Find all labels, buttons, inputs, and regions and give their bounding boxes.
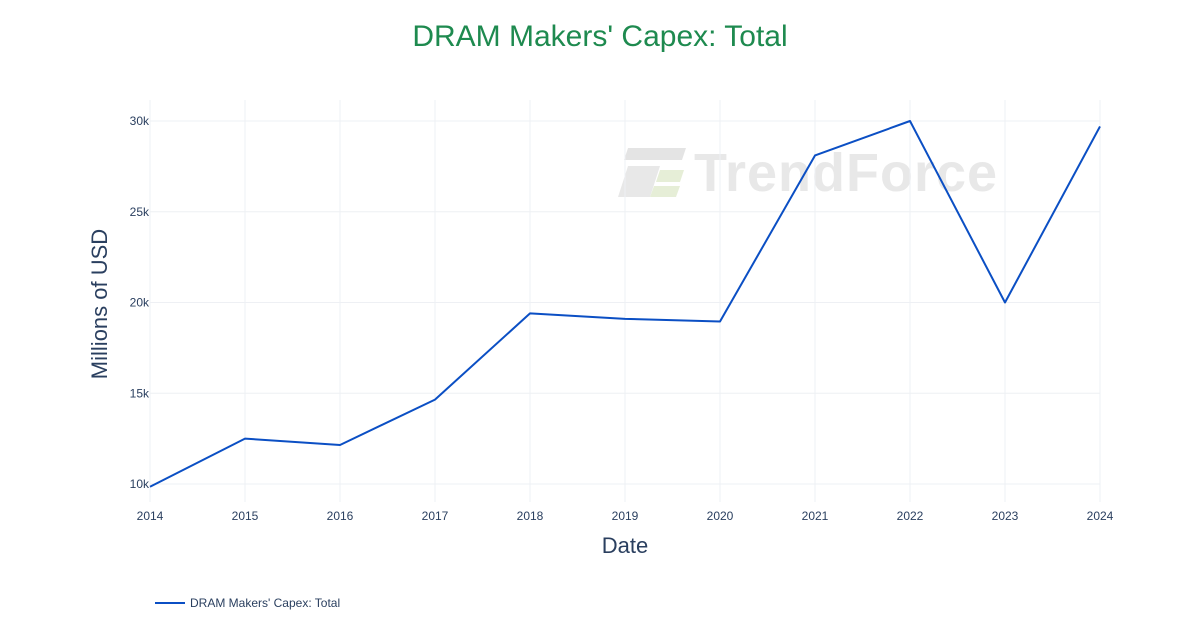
x-axis-ticks: 2014 2015 2016 2017 2018 2019 2020 2021 2022 2023… [137,509,1114,523]
x-tick-label: 2015 [232,509,259,523]
x-tick-label: 2019 [612,509,639,523]
x-tick-label: 2014 [137,509,164,523]
y-tick-label: 20k [130,296,150,310]
y-tick-label: 15k [130,386,150,400]
x-tick-label: 2024 [1087,509,1114,523]
x-axis-title: Date [602,533,648,558]
trendforce-logo-icon [618,148,686,197]
legend-label: DRAM Makers' Capex: Total [190,596,341,610]
x-tick-label: 2018 [517,509,544,523]
y-tick-label: 10k [130,477,150,491]
chart-title: DRAM Makers' Capex: Total [412,20,788,53]
legend[interactable]: DRAM Makers' Capex: Total [155,596,340,610]
legend-line-swatch [155,602,185,604]
series-line[interactable] [149,120,1101,488]
y-axis-title: Millions of USD [87,229,112,379]
trendforce-watermark: TrendForce [618,143,998,203]
series-group [149,120,1101,488]
x-tick-label: 2017 [422,509,449,523]
x-tick-label: 2016 [327,509,354,523]
watermark-text: TrendForce [694,143,998,203]
x-tick-label: 2022 [897,509,924,523]
x-tick-label: 2021 [802,509,829,523]
y-tick-label: 30k [130,114,150,128]
x-tick-label: 2023 [992,509,1019,523]
grid [149,100,1101,502]
y-tick-label: 25k [130,205,150,219]
y-axis-ticks: 10k 15k 20k 25k 30k [130,114,150,491]
x-tick-label: 2020 [707,509,734,523]
